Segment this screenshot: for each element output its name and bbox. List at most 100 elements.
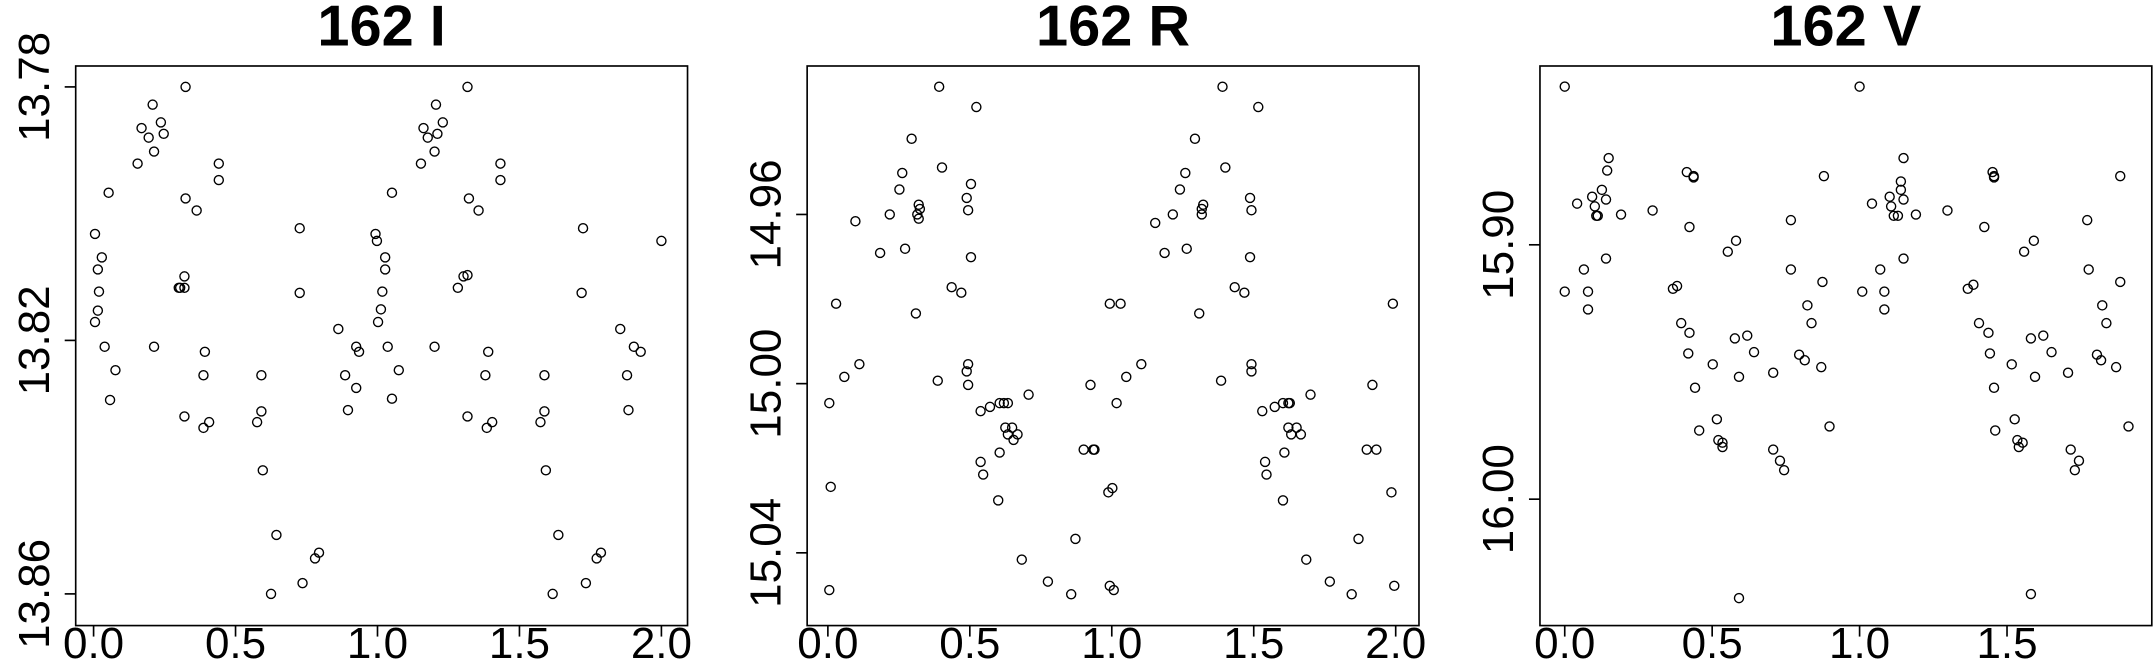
data-point: [203, 416, 215, 428]
x-tick-label: 1.0: [347, 619, 408, 666]
data-point: [481, 422, 493, 434]
data-point: [1078, 444, 1089, 455]
data-point: [93, 286, 105, 297]
data-point: [984, 401, 996, 413]
data-point: [1973, 317, 1985, 329]
data-point: [1181, 243, 1192, 254]
data-point: [1647, 205, 1658, 216]
data-point: [375, 304, 387, 315]
data-point: [577, 223, 589, 234]
data-point: [1615, 209, 1627, 220]
data-point: [1000, 422, 1011, 433]
data-point: [1301, 554, 1312, 565]
data-point: [824, 397, 835, 409]
data-point: [914, 203, 926, 215]
data-point: [1898, 253, 1909, 264]
data-point: [1346, 589, 1357, 600]
data-point: [830, 298, 842, 309]
data-point: [576, 287, 587, 299]
data-point: [1259, 456, 1271, 468]
data-point: [897, 167, 908, 179]
data-point: [1361, 444, 1372, 455]
data-point: [371, 235, 383, 247]
data-point: [1988, 170, 2000, 182]
data-point: [1875, 264, 1886, 275]
data-point: [1220, 162, 1231, 173]
data-point: [1603, 152, 1614, 164]
data-point: [265, 588, 277, 600]
data-point: [965, 251, 977, 263]
data-point: [1353, 533, 1364, 545]
data-point: [1559, 286, 1570, 297]
data-point: [1121, 371, 1132, 383]
data-point: [437, 117, 449, 128]
data-point: [110, 364, 121, 376]
data-point: [1684, 327, 1695, 339]
data-point: [1895, 184, 1907, 196]
data-point: [824, 584, 835, 596]
x-tick-label: 1.5: [1976, 619, 2037, 666]
data-point: [415, 158, 427, 169]
data-point: [1793, 349, 1805, 360]
data-point: [158, 128, 169, 140]
y-tick-label: 15.04: [741, 498, 790, 608]
data-point: [615, 323, 626, 335]
data-point: [540, 465, 552, 476]
data-point: [147, 99, 158, 110]
data-point: [251, 416, 263, 428]
data-point: [1767, 367, 1779, 378]
data-point: [1733, 371, 1745, 383]
data-point: [342, 404, 354, 416]
data-point: [89, 316, 101, 328]
data-point: [535, 416, 546, 428]
x-tick-label: 0.5: [939, 619, 1000, 666]
data-point: [1785, 214, 1797, 226]
data-point: [495, 158, 506, 169]
data-point: [1733, 592, 1745, 604]
data-point: [2046, 346, 2057, 358]
data-point: [1085, 379, 1096, 391]
data-point: [1023, 389, 1034, 400]
data-point: [1596, 184, 1608, 196]
data-point: [422, 132, 433, 143]
data-point: [2115, 276, 2126, 288]
data-point: [933, 81, 945, 92]
data-point: [975, 405, 986, 417]
data-point: [1371, 444, 1382, 455]
data-point: [199, 346, 211, 358]
data-point: [1189, 133, 1201, 144]
data-point: [271, 529, 282, 541]
data-point: [1215, 375, 1227, 386]
x-tick-label: 2.0: [1365, 619, 1426, 666]
data-point: [103, 187, 114, 198]
x-tick-label: 1.0: [1829, 619, 1890, 666]
data-point: [473, 205, 484, 216]
data-point: [1257, 405, 1268, 417]
data-point: [89, 228, 101, 240]
data-point: [1578, 264, 1590, 275]
data-point: [913, 213, 924, 224]
data-point: [429, 341, 440, 352]
data-point: [946, 281, 957, 293]
data-point: [2097, 300, 2108, 311]
data-point: [1108, 584, 1119, 596]
data-point: [1016, 554, 1028, 565]
x-tick-label: 1.5: [489, 619, 550, 666]
y-tick-label: 14.96: [741, 159, 790, 269]
data-point: [1367, 379, 1378, 391]
data-point: [379, 264, 391, 275]
data-point: [825, 481, 836, 493]
data-point: [1246, 205, 1257, 216]
data-point: [874, 247, 886, 259]
data-point: [99, 341, 110, 352]
data-point: [179, 271, 190, 282]
data-point: [1386, 487, 1397, 498]
data-point: [1984, 348, 1996, 359]
chart-title: 162 I: [317, 0, 445, 58]
data-point: [463, 193, 475, 204]
data-point: [1892, 210, 1904, 222]
data-point: [621, 370, 633, 381]
data-point: [180, 193, 191, 204]
data-point: [906, 133, 917, 144]
